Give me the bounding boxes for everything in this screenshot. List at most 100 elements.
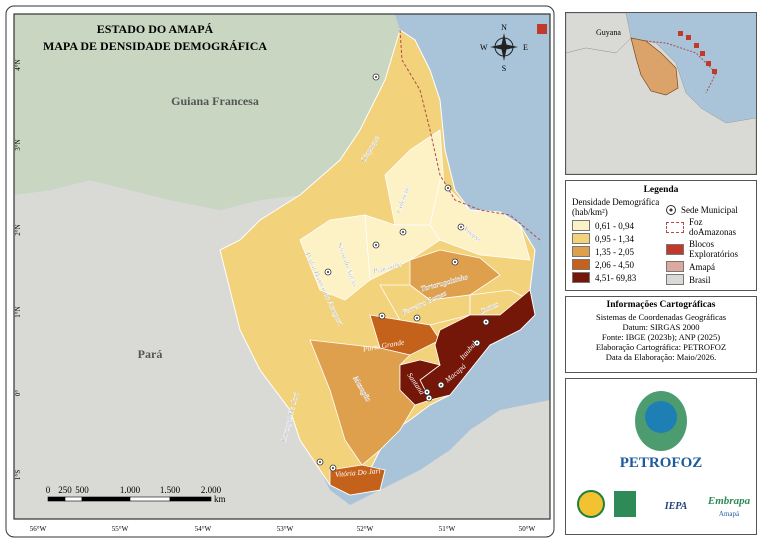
info-line: Elaboração Cartográfica: PETROFOZ <box>595 342 727 352</box>
longitude-label: 55°W <box>112 525 129 533</box>
longitude-label: 54°W <box>195 525 212 533</box>
municipality <box>364 214 441 281</box>
map-frame <box>13 13 551 520</box>
inset: Guyana <box>566 13 756 174</box>
scale-segment <box>129 496 171 502</box>
sede-dot <box>402 231 404 233</box>
sede-dot <box>416 317 418 319</box>
municipality <box>309 339 416 466</box>
legend-row: 2,06 - 4,50 <box>572 259 660 270</box>
latitude-label: 3°N <box>14 139 22 150</box>
info-panel: Informações Cartográficas Sistemas de Co… <box>565 296 757 373</box>
longitude-label: 52°W <box>357 525 374 533</box>
latitude-label: 2°N <box>14 224 22 235</box>
legend-symbol <box>666 221 684 233</box>
sede-dot <box>447 187 449 189</box>
compass-n: N <box>501 23 507 32</box>
legend-label: 1,35 - 2,05 <box>595 246 634 257</box>
legend-swatch <box>572 246 590 257</box>
foz-boundary <box>399 29 541 241</box>
info-line: Data da Elaboração: Maio/2026. <box>605 352 717 362</box>
legend-row: Sede Municipal <box>666 205 750 215</box>
legend-density-title: Densidade Demográfica (hab/km²) <box>572 197 660 217</box>
legend-symbol <box>666 205 676 215</box>
scale-label: 1.500 <box>160 485 181 495</box>
sede-dot <box>454 261 456 263</box>
longitude-label: 50°W <box>519 525 536 533</box>
longitude-label: 53°W <box>277 525 294 533</box>
embrapa-logo: Embrapa <box>707 495 751 507</box>
inset-bloc <box>706 61 711 66</box>
inset-label: Guyana <box>596 28 621 37</box>
scale-label: 500 <box>75 485 89 495</box>
legend-label: Blocos Exploratórios <box>689 239 738 259</box>
compass-e: E <box>523 43 528 52</box>
legend-symbol <box>666 261 684 272</box>
latitude-label: 1°N <box>14 306 22 317</box>
petrofoz-logo: PETROFOZ <box>620 455 703 471</box>
municipality-label: Vitória Do Jari <box>335 466 381 479</box>
legend-row: Foz doAmazonas <box>666 217 750 237</box>
compass: N E S W <box>480 23 528 73</box>
legend-swatch <box>572 220 590 231</box>
inset-brazil <box>566 37 756 174</box>
inset-bloc <box>712 69 717 74</box>
french-guiana <box>14 14 400 210</box>
inset-map: Guyana <box>565 12 757 175</box>
outer-frame <box>5 5 555 538</box>
municipality <box>329 464 386 496</box>
info-line: Sistemas de Coordenadas Geográficas <box>595 312 727 322</box>
info-line: Datum: SIRGAS 2000 <box>622 322 700 332</box>
para <box>14 180 550 519</box>
scale-label: 1.000 <box>120 485 141 495</box>
inset-amapa <box>630 37 679 96</box>
logos-panel: PETROFOZ IEPA Embrapa Amapá <box>565 378 757 535</box>
sede-dot <box>428 397 430 399</box>
scale-label: 2.000 <box>201 485 222 495</box>
legend: Legenda Densidade Demográfica (hab/km²) … <box>565 180 757 291</box>
map: ESTADO DO AMAPÁ MAPA DE DENSIDADE DEMOGR… <box>5 5 555 538</box>
legend-swatch <box>572 259 590 270</box>
legend-label: Amapá <box>689 261 715 272</box>
scale-unit: km <box>214 494 226 504</box>
sede-dot <box>485 321 487 323</box>
legend-row: 4,51- 69,83 <box>572 272 660 283</box>
compass-s: S <box>502 64 506 73</box>
legend-row: Brasil <box>666 274 750 285</box>
region-label: Guiana Francesa <box>171 94 259 108</box>
map-title: ESTADO DO AMAPÁ <box>97 22 214 36</box>
scale-label: 0 <box>46 485 51 495</box>
logo-badge <box>577 490 605 518</box>
info-line: Fonte: IBGE (2023b); ANP (2025) <box>601 332 721 342</box>
scale-label: 250 <box>58 485 72 495</box>
legend-label: 0,61 - 0,94 <box>595 220 634 231</box>
scale-segment <box>169 496 212 502</box>
legend-row: 1,35 - 2,05 <box>572 246 660 257</box>
latitude-label: 0° <box>14 390 22 397</box>
latitude-label: 1°S <box>14 470 22 480</box>
legend-label: 2,06 - 4,50 <box>595 259 634 270</box>
legend-label: Sede Municipal <box>681 205 738 215</box>
legend-label: 4,51- 69,83 <box>595 272 637 283</box>
map-subtitle: MAPA DE DENSIDADE DEMOGRÁFICA <box>43 39 267 53</box>
region-label: Pará <box>138 347 163 361</box>
legend-swatch <box>572 272 590 283</box>
embrapa-sub: Amapá <box>719 510 740 518</box>
bloc <box>537 24 547 34</box>
sede-dot <box>460 226 462 228</box>
iepa-logo: IEPA <box>664 501 688 512</box>
sede-dot <box>332 467 334 469</box>
logos: PETROFOZ IEPA Embrapa Amapá <box>577 391 751 518</box>
sede-dot <box>319 461 321 463</box>
sede-dot <box>375 76 377 78</box>
scale-segment <box>64 496 83 502</box>
sede-dot <box>381 315 383 317</box>
inset-bloc <box>700 51 705 56</box>
scale-segment <box>81 496 131 502</box>
legend-label: Foz doAmazonas <box>689 217 736 237</box>
sede-dot <box>426 391 428 393</box>
sede-dot <box>375 244 377 246</box>
legend-label: 0,95 - 1,34 <box>595 233 634 244</box>
